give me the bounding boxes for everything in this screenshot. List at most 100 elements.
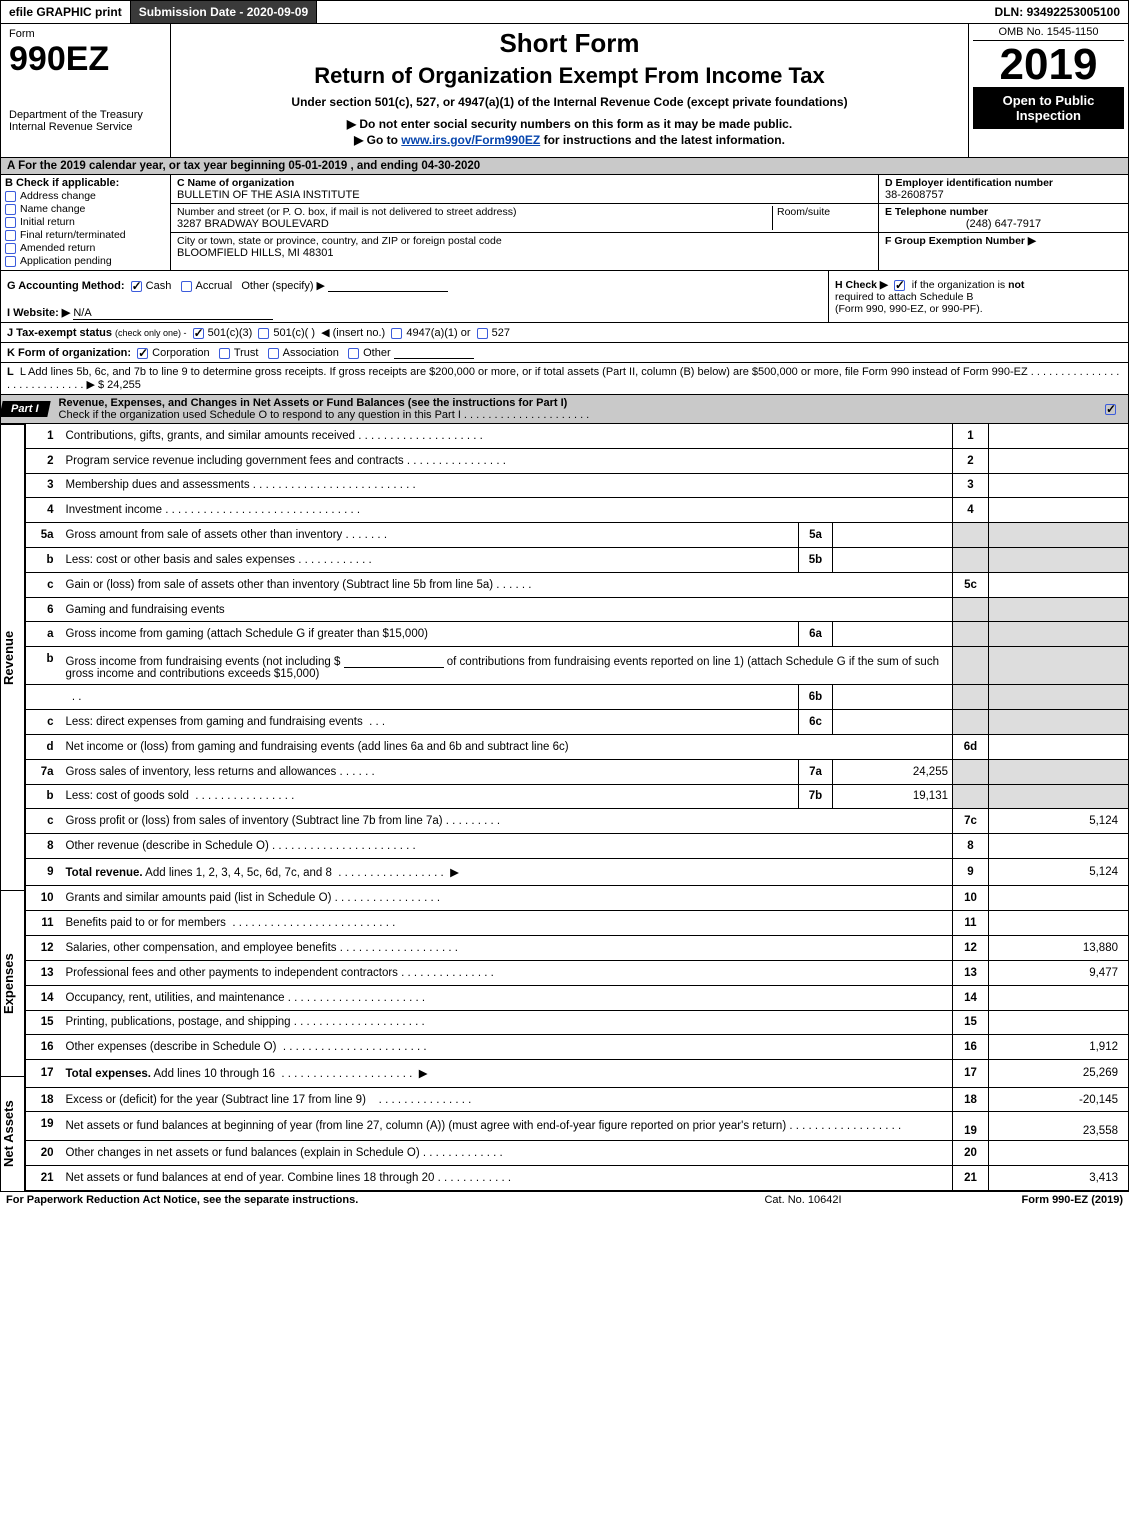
form-number: 990EZ	[9, 40, 162, 79]
other-org-input[interactable]	[394, 346, 474, 359]
go-to-text: ▶ Go to www.irs.gov/Form990EZ for instru…	[179, 133, 960, 147]
chk-527[interactable]	[477, 328, 488, 339]
line-17: 17 Total expenses. Add lines 10 through …	[26, 1060, 1129, 1087]
dln-label: DLN:	[995, 5, 1024, 19]
line-21: 21 Net assets or fund balances at end of…	[26, 1166, 1129, 1191]
footer-left: For Paperwork Reduction Act Notice, see …	[6, 1194, 703, 1206]
chk-corporation[interactable]	[137, 348, 148, 359]
line-18: 18 Excess or (deficit) for the year (Sub…	[26, 1087, 1129, 1112]
line-6d: d Net income or (loss) from gaming and f…	[26, 734, 1129, 759]
column-b: B Check if applicable: Address change Na…	[1, 175, 171, 270]
f-group-exemption: F Group Exemption Number ▶	[885, 235, 1122, 247]
line-14: 14 Occupancy, rent, utilities, and maint…	[26, 985, 1129, 1010]
line-13: 13 Professional fees and other payments …	[26, 960, 1129, 985]
line-4: 4 Investment income . . . . . . . . . . …	[26, 498, 1129, 523]
contrib-amount-input[interactable]	[344, 655, 444, 668]
submission-date-button[interactable]: Submission Date - 2020-09-09	[131, 1, 317, 23]
chk-501c3[interactable]	[193, 328, 204, 339]
line-20: 20 Other changes in net assets or fund b…	[26, 1141, 1129, 1166]
part-1-header: Part I Revenue, Expenses, and Changes in…	[0, 395, 1129, 424]
h-mid: if the organization is	[912, 279, 1008, 291]
chk-name-change[interactable]: Name change	[5, 203, 166, 215]
dept-line-2: Internal Revenue Service	[9, 121, 162, 133]
line-11: 11 Benefits paid to or for members . . .…	[26, 911, 1129, 936]
line-6b: b Gross income from fundraising events (…	[26, 647, 1129, 685]
vert-revenue: Revenue	[1, 424, 25, 890]
line-7a: 7a Gross sales of inventory, less return…	[26, 759, 1129, 784]
chk-accrual[interactable]	[181, 281, 192, 292]
i-website-label: I Website: ▶	[7, 307, 70, 319]
line-6: 6 Gaming and fundraising events	[26, 597, 1129, 622]
j-label: J Tax-exempt status	[7, 327, 112, 339]
l-amount: $ 24,255	[98, 379, 141, 391]
part-checkbox[interactable]	[1097, 401, 1128, 417]
footer-cat-no: Cat. No. 10642I	[703, 1194, 903, 1206]
print-label: print	[95, 5, 122, 19]
chk-association[interactable]	[268, 348, 279, 359]
chk-trust[interactable]	[219, 348, 230, 359]
lines-table: 1 Contributions, gifts, grants, and simi…	[25, 424, 1129, 1191]
line-9: 9 Total revenue. Add lines 1, 2, 3, 4, 5…	[26, 858, 1129, 885]
line-2: 2 Program service revenue including gove…	[26, 448, 1129, 473]
chk-address-change[interactable]: Address change	[5, 190, 166, 202]
header-left: Form 990EZ Department of the Treasury In…	[1, 24, 171, 157]
room-suite-label: Room/suite	[777, 206, 872, 218]
city-state-zip: BLOOMFIELD HILLS, MI 48301	[177, 247, 872, 259]
part-sub: Check if the organization used Schedule …	[59, 409, 590, 421]
short-form-title: Short Form	[179, 28, 960, 59]
omb-number: OMB No. 1545-1150	[973, 26, 1124, 41]
e-phone-label: E Telephone number	[885, 206, 1122, 218]
form-label: Form	[9, 28, 162, 40]
chk-final-return[interactable]: Final return/terminated	[5, 229, 166, 241]
row-g: G Accounting Method: Cash Accrual Other …	[1, 271, 828, 322]
chk-initial-return[interactable]: Initial return	[5, 216, 166, 228]
chk-application-pending[interactable]: Application pending	[5, 255, 166, 267]
h-line-2: required to attach Schedule B	[835, 291, 1122, 303]
line-5a: 5a Gross amount from sale of assets othe…	[26, 523, 1129, 548]
form-header: Form 990EZ Department of the Treasury In…	[0, 24, 1129, 158]
open-public-inspection: Open to Public Inspection	[973, 87, 1124, 129]
return-org-title: Return of Organization Exempt From Incom…	[179, 63, 960, 89]
chk-4947[interactable]	[391, 328, 402, 339]
dln-value: 93492253005100	[1027, 5, 1120, 19]
b-title: B Check if applicable:	[5, 177, 166, 189]
line-5b: b Less: cost or other basis and sales ex…	[26, 547, 1129, 572]
part-badge: Part I	[0, 401, 50, 417]
efile-graphic-print[interactable]: efile GRAPHIC print	[1, 1, 131, 23]
go-to-prefix: ▶ Go to	[354, 133, 401, 147]
chk-other-org[interactable]	[348, 348, 359, 359]
chk-501c[interactable]	[258, 328, 269, 339]
chk-h[interactable]	[894, 280, 905, 291]
section-a-tax-year: A For the 2019 calendar year, or tax yea…	[0, 158, 1129, 175]
g-label: G Accounting Method:	[7, 280, 125, 292]
part-title: Revenue, Expenses, and Changes in Net As…	[59, 395, 1097, 423]
dept-line-1: Department of the Treasury	[9, 109, 162, 121]
row-l: L L Add lines 5b, 6c, and 7b to line 9 t…	[0, 363, 1129, 395]
chk-cash[interactable]	[131, 281, 142, 292]
other-specify-input[interactable]	[328, 279, 448, 292]
vert-net-assets: Net Assets	[1, 1076, 25, 1191]
line-15: 15 Printing, publications, postage, and …	[26, 1010, 1129, 1035]
d-ein-value: 38-2608757	[885, 189, 1122, 201]
street-label: Number and street (or P. O. box, if mail…	[177, 206, 772, 218]
h-not: not	[1008, 279, 1024, 291]
line-7c: c Gross profit or (loss) from sales of i…	[26, 809, 1129, 834]
chk-amended-return[interactable]: Amended return	[5, 242, 166, 254]
vert-expenses: Expenses	[1, 890, 25, 1076]
line-6a: a Gross income from gaming (attach Sched…	[26, 622, 1129, 647]
h-prefix: H Check ▶	[835, 279, 888, 291]
column-c: C Name of organization BULLETIN OF THE A…	[171, 175, 878, 270]
header-middle: Short Form Return of Organization Exempt…	[171, 24, 968, 157]
line-3: 3 Membership dues and assessments . . . …	[26, 473, 1129, 498]
line-6c: c Less: direct expenses from gaming and …	[26, 710, 1129, 735]
graphic-label: GRAPHIC	[36, 5, 91, 19]
row-k: K Form of organization: Corporation Trus…	[0, 343, 1129, 363]
line-16: 16 Other expenses (describe in Schedule …	[26, 1035, 1129, 1060]
street-address: 3287 BRADWAY BOULEVARD	[177, 218, 772, 230]
d-ein-label: D Employer identification number	[885, 177, 1122, 189]
footer-right: Form 990-EZ (2019)	[903, 1194, 1123, 1206]
top-bar: efile GRAPHIC print Submission Date - 20…	[0, 0, 1129, 24]
l-arrow: ▶	[86, 378, 94, 391]
org-info-box: B Check if applicable: Address change Na…	[0, 175, 1129, 271]
irs-link[interactable]: www.irs.gov/Form990EZ	[401, 133, 540, 147]
